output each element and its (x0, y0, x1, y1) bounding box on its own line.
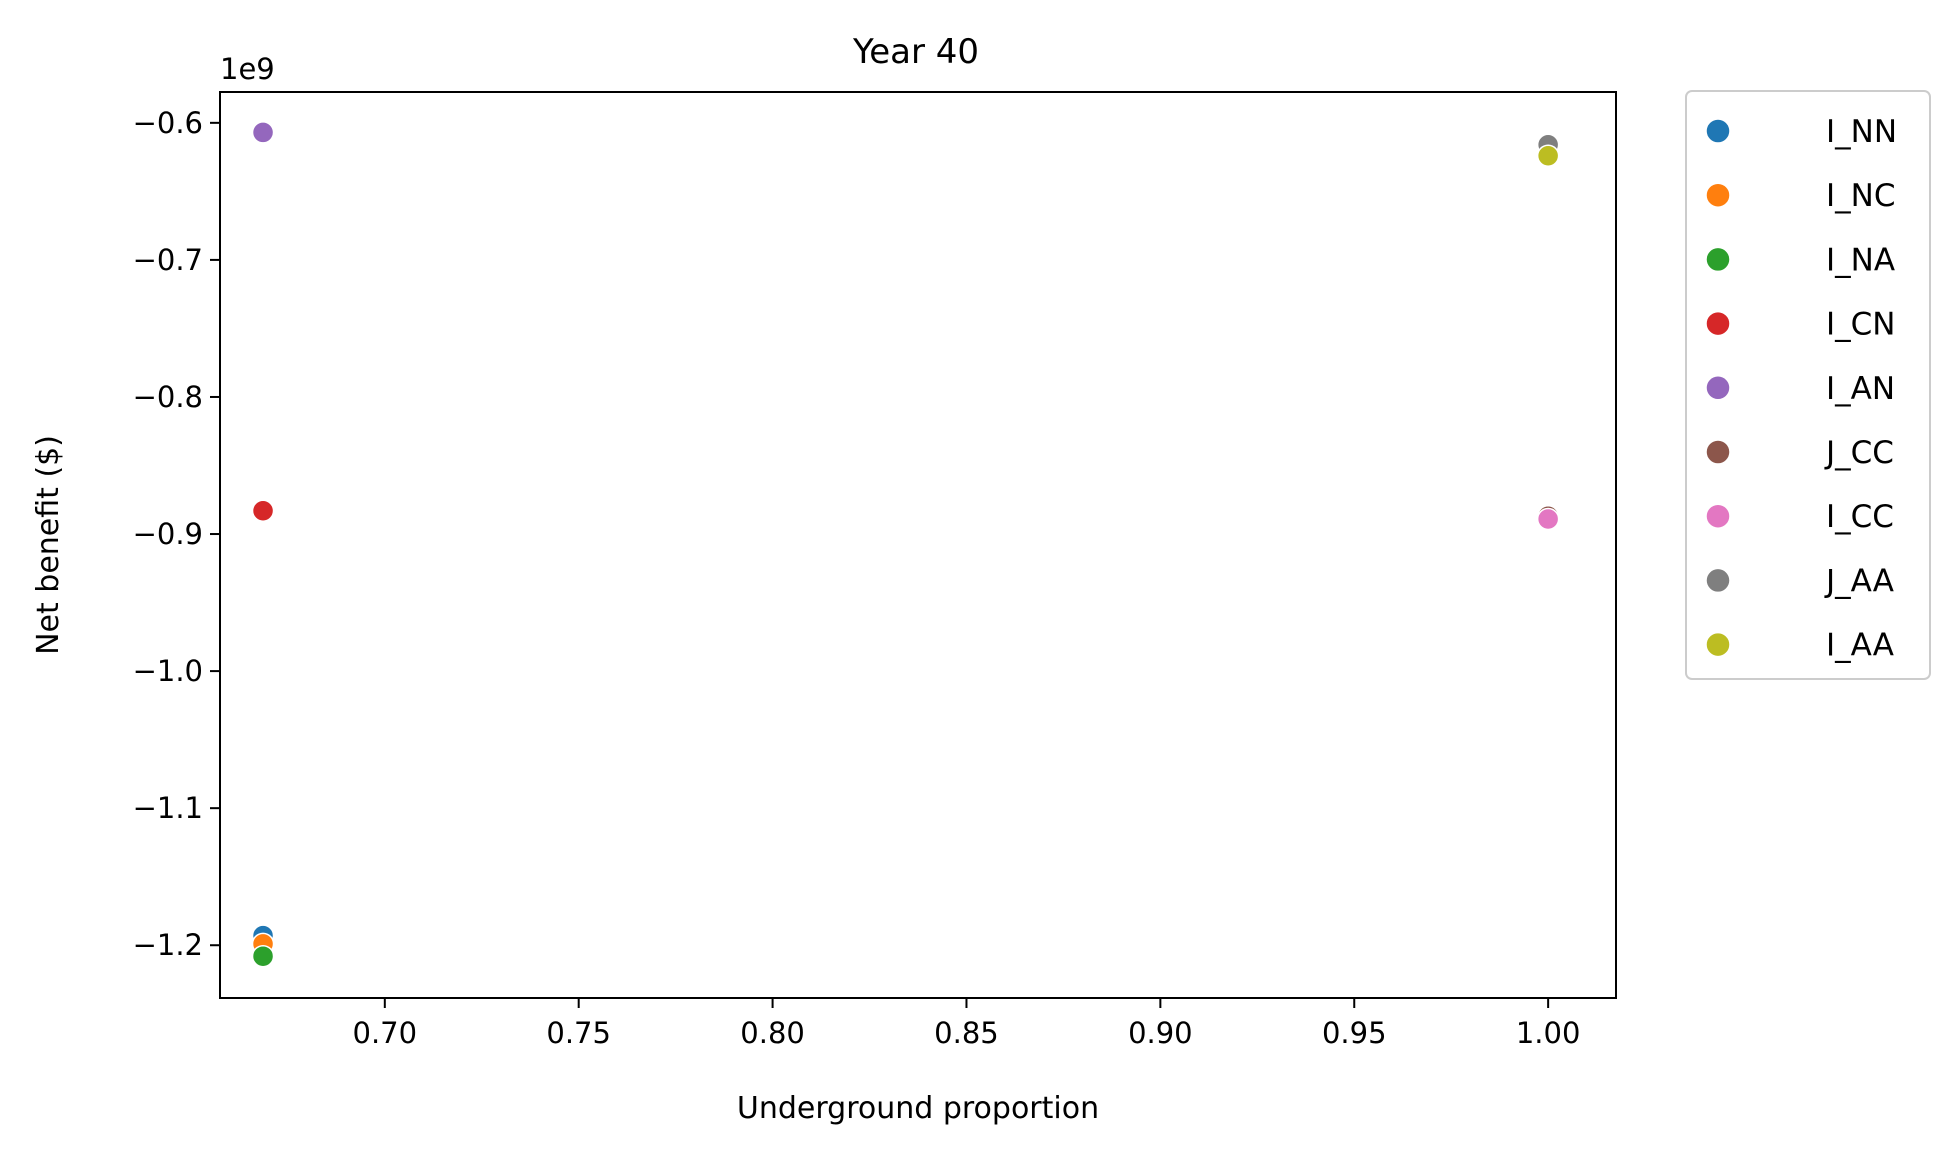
legend-label: I_AA (1826, 628, 1894, 664)
legend-label: I_NN (1826, 114, 1897, 150)
x-tick-label: 0.75 (546, 1016, 611, 1050)
x-tick-label: 0.90 (1128, 1016, 1193, 1050)
data-point-i-cn (251, 499, 275, 522)
x-axis-label: Underground proportion (737, 1091, 1099, 1126)
y-tick-label: −1.0 (133, 654, 203, 688)
y-tick-label: −1.1 (133, 791, 203, 825)
legend-label: I_CC (1826, 499, 1894, 535)
legend-label: I_NC (1826, 178, 1895, 214)
y-tick-label: −0.9 (133, 517, 203, 551)
legend-label: J_CC (1824, 435, 1894, 471)
y-axis-ticks: −0.6 −0.7 −0.8 −0.9 −1.0 −1.1 −1.2 (133, 106, 220, 962)
legend-box (1685, 90, 1931, 680)
y-tick-label: −0.8 (133, 380, 203, 414)
legend-marker (1705, 503, 1731, 529)
x-tick-label: 1.00 (1516, 1016, 1581, 1050)
legend-marker (1705, 182, 1731, 208)
legend-marker (1705, 246, 1731, 273)
data-point-i-an (251, 121, 275, 144)
data-point-i-cc (1536, 507, 1560, 531)
x-tick-label: 0.80 (740, 1016, 805, 1050)
y-tick-label: −0.6 (133, 106, 203, 140)
legend-marker (1705, 439, 1731, 465)
legend-label: J_AA (1824, 563, 1894, 599)
chart-title: Year 40 (852, 32, 979, 72)
y-tick-label: −0.7 (133, 243, 203, 277)
legend-label: I_AN (1826, 371, 1895, 407)
y-tick-label: −1.2 (133, 928, 203, 962)
legend-marker (1705, 310, 1731, 337)
legend-marker (1705, 375, 1731, 401)
data-point-i-aa (1536, 144, 1560, 167)
data-point-i-na (251, 944, 275, 968)
legend-marker (1705, 118, 1731, 144)
x-tick-label: 0.95 (1322, 1016, 1387, 1050)
x-axis-ticks: 0.70 0.75 0.80 0.85 0.90 0.95 1.00 (353, 998, 1581, 1050)
x-tick-label: 0.70 (353, 1016, 418, 1050)
plot-area-frame (219, 91, 1617, 999)
y-axis-label: Net benefit ($) (31, 435, 66, 655)
legend-marker (1705, 631, 1731, 658)
legend-label: I_NA (1826, 242, 1895, 278)
legend-marker (1705, 567, 1731, 594)
legend-label: I_CN (1826, 307, 1895, 343)
x-tick-label: 0.85 (934, 1016, 999, 1050)
data-points (251, 121, 1560, 968)
y-axis-offset-label: 1e9 (220, 52, 275, 86)
legend: I_NN I_NC I_NA I_CN I_AN J_CC I_CC J_AA I_AA (1685, 90, 1931, 680)
